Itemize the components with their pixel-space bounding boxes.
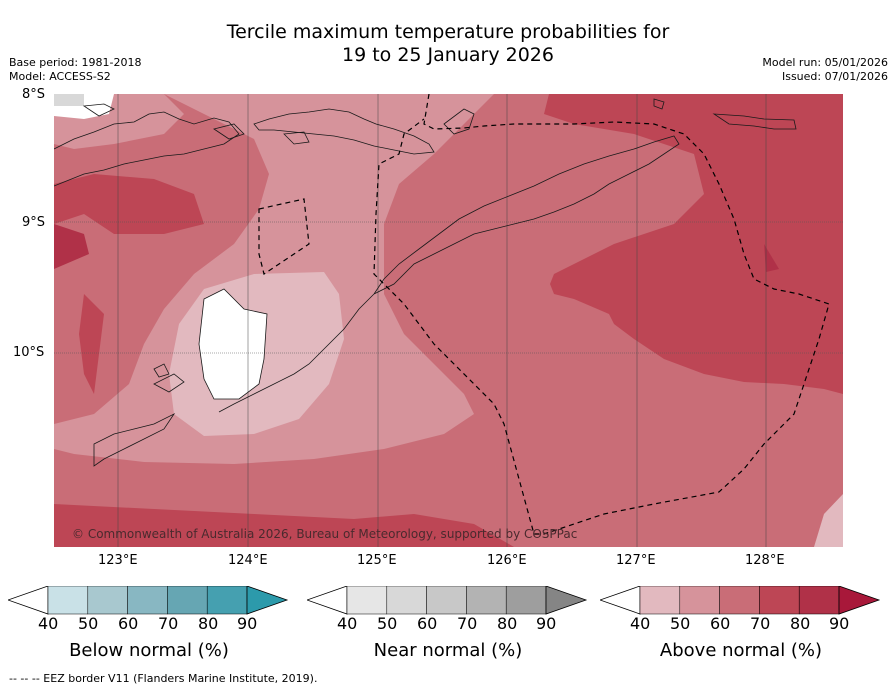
- zone-above-70-east: [544, 94, 843, 394]
- zone-above-70-west: [54, 174, 204, 234]
- zone-near-normal-corner: [54, 94, 84, 106]
- island-d: [653, 98, 665, 110]
- zone-above-70-southwest: [79, 294, 104, 394]
- lat-label-8s: 8°S: [22, 87, 46, 102]
- model-run-label: Model run: 05/01/2026: [762, 56, 888, 69]
- lon-label-123e: 123°E: [98, 553, 138, 568]
- lat-gridlines: [54, 221, 843, 354]
- colorbar-near-segment: [346, 586, 388, 615]
- timor-southwest-coast: [218, 293, 375, 413]
- island-f: [82, 103, 115, 117]
- island-b: [283, 131, 310, 145]
- colorbar-near-segment: [466, 586, 507, 615]
- colorbar-near-max: [545, 586, 588, 615]
- colorbar-below-segment: [206, 586, 248, 615]
- flores-coast: [54, 111, 240, 187]
- alor-coast: [253, 108, 435, 155]
- colorbar-above-segment: [639, 586, 681, 615]
- colorbar-above-max: [838, 586, 881, 615]
- colorbar-above-segment: [798, 586, 840, 615]
- colorbar-below-title: Below normal (%): [69, 640, 229, 661]
- eez-border-enclave: [258, 198, 310, 275]
- colorbar-near-segment: [386, 586, 427, 615]
- timor-coast: [373, 135, 680, 295]
- lon-label-124e: 124°E: [228, 553, 268, 568]
- colorbar-below-segment: [47, 586, 89, 615]
- map-copyright: © Commonwealth of Australia 2026, Bureau…: [72, 527, 577, 541]
- lon-label-128e: 128°E: [745, 553, 785, 568]
- colorbar-below-segment: [167, 586, 208, 615]
- island-c: [443, 108, 475, 135]
- coastlines: [54, 98, 797, 467]
- colorbar-above-title: Above normal (%): [659, 640, 823, 661]
- island-a: [213, 123, 245, 140]
- colorbar-below: [8, 586, 289, 615]
- lon-label-125e: 125°E: [357, 553, 397, 568]
- lon-label-126e: 126°E: [487, 553, 527, 568]
- island-e: [712, 113, 797, 130]
- colorbar-above-segment: [759, 586, 800, 615]
- lon-gridlines: [117, 94, 767, 547]
- probability-map: © Commonwealth of Australia 2026, Bureau…: [54, 94, 843, 547]
- lon-label-127e: 127°E: [616, 553, 656, 568]
- zone-above-40-southeast: [814, 494, 843, 547]
- eez-footnote: -- -- -- EEZ border V11 (Flanders Marine…: [9, 672, 318, 685]
- colorbar-above-segment: [719, 586, 760, 615]
- colorbar-near-segment: [426, 586, 467, 615]
- sumba-coast: [198, 288, 268, 400]
- rote-coast: [93, 412, 176, 467]
- colorbar-below-max: [246, 586, 289, 615]
- colorbar-above: [600, 586, 881, 615]
- lat-label-9s: 9°S: [22, 215, 46, 230]
- issued-label: Issued: 07/01/2026: [781, 70, 888, 83]
- chart-title-line2: 19 to 25 January 2026: [342, 44, 554, 66]
- colorbar-below-segment: [127, 586, 168, 615]
- island-h: [153, 363, 170, 378]
- zone-no-signal: [199, 289, 267, 399]
- eez-border: [373, 94, 830, 535]
- colorbar-near: [307, 586, 588, 615]
- model-label: Model: ACCESS-S2: [9, 70, 111, 83]
- zone-above-80-east: [764, 244, 779, 272]
- colorbar-above-segment: [679, 586, 720, 615]
- lat-label-10s: 10°S: [13, 345, 45, 360]
- colorbar-near-title: Near normal (%): [373, 640, 523, 661]
- zone-above-70-south: [54, 504, 514, 547]
- colorbar-near-segment: [505, 586, 547, 615]
- chart-title-line1: Tercile maximum temperature probabilitie…: [226, 21, 670, 43]
- base-period-label: Base period: 1981-2018: [9, 56, 142, 69]
- colorbar-below-segment: [87, 586, 128, 615]
- island-g: [153, 373, 185, 393]
- zone-above-80-west: [54, 224, 89, 269]
